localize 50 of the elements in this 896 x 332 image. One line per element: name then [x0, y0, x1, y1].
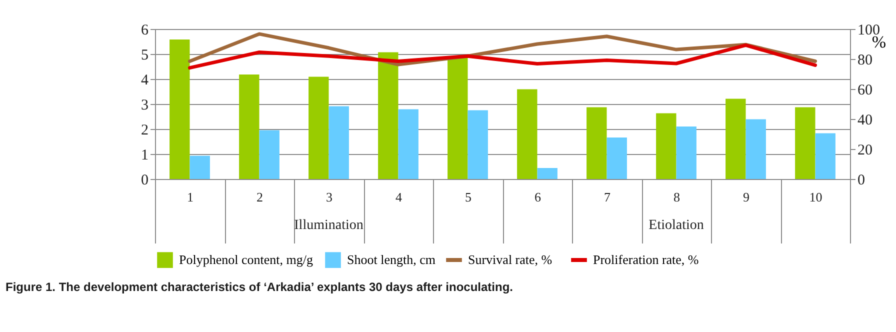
bar — [308, 76, 329, 179]
x-tick-label: 1 — [187, 190, 194, 204]
x-tick-label: 4 — [396, 190, 402, 204]
y-tick-label: 0 — [141, 172, 148, 188]
bar — [795, 107, 816, 179]
x-tick-label: 5 — [465, 190, 472, 204]
y-tick-label: 4 — [141, 72, 149, 88]
y2-tick-label: 20 — [858, 142, 872, 158]
x-tick-label: 7 — [604, 190, 611, 204]
bar — [378, 52, 398, 179]
text: Illumination — [294, 218, 364, 233]
text: Figure 1. The development characteristics of ‘Arkadia’ explants 30 days after inoculating. — [6, 280, 513, 294]
y-tick-label: 6 — [141, 22, 149, 38]
bar — [259, 130, 280, 179]
legend-label: Polyphenol content, mg/g — [179, 252, 314, 268]
bar — [328, 106, 349, 179]
bar — [537, 168, 558, 179]
y-tick-label: 1 — [141, 148, 148, 164]
bar — [815, 133, 836, 179]
x-tick-label: 8 — [674, 190, 680, 204]
y2-tick-label: 0 — [858, 172, 865, 188]
bar — [170, 40, 190, 179]
x-tick-label: 3 — [326, 190, 332, 204]
y2-tick-label: 60 — [858, 82, 872, 98]
y-tick-label: 5 — [141, 48, 148, 64]
y-tick-label: 2 — [141, 122, 148, 138]
bar — [448, 56, 468, 179]
y2-tick-label: 80 — [858, 52, 872, 68]
x-tick-label: 6 — [534, 190, 542, 204]
bar — [239, 74, 260, 179]
bar — [676, 126, 696, 179]
bar — [398, 109, 418, 179]
y-tick-label: 3 — [141, 98, 148, 114]
bar — [606, 138, 627, 179]
bar — [517, 89, 538, 179]
legend-label: Shoot length, cm — [347, 252, 436, 268]
line-series — [188, 43, 817, 70]
x-tick-label: 9 — [743, 190, 750, 204]
bar — [726, 98, 746, 179]
text: Etiolation — [648, 218, 704, 233]
x-tick-label: 10 — [809, 190, 822, 204]
bar — [190, 156, 210, 179]
legend-label: Proliferation rate, % — [593, 252, 699, 267]
bar — [586, 107, 607, 179]
bar — [656, 113, 676, 179]
x-tick-label: 2 — [256, 190, 263, 204]
bar — [746, 119, 766, 179]
y2-tick-label: 40 — [858, 112, 872, 128]
legend-label: Survival rate, % — [468, 252, 552, 267]
bar — [468, 110, 488, 179]
